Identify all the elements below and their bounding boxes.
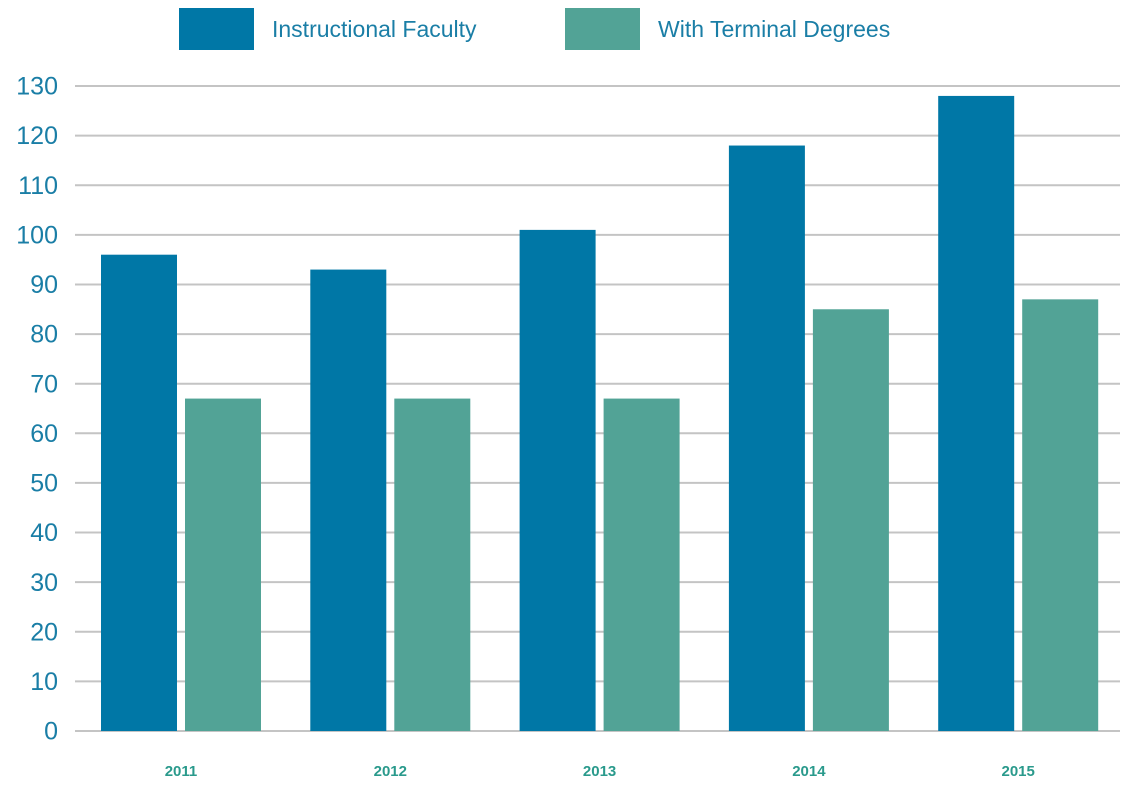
bar [101,254,177,731]
x-tick-label: 2015 [1002,763,1035,780]
y-tick-label: 90 [30,271,58,299]
y-tick-label: 130 [16,73,58,101]
x-tick-label: 2013 [583,763,616,780]
y-tick-label: 40 [30,519,58,547]
bar [812,309,889,731]
legend-swatch [565,8,640,50]
y-tick-label: 110 [18,172,58,200]
y-tick-label: 80 [30,321,58,349]
y-tick-label: 100 [16,221,58,249]
y-tick-label: 20 [30,618,58,646]
y-tick-label: 10 [30,668,58,696]
x-tick-label: 2014 [792,763,826,780]
bar [728,145,805,732]
legend-label: With Terminal Degrees [658,16,890,42]
bar [519,229,596,731]
legend-label: Instructional Faculty [272,16,477,42]
bar [603,398,680,731]
y-tick-label: 70 [30,370,58,398]
x-tick-label: 2012 [374,763,407,780]
y-tick-label: 120 [16,122,58,150]
bar [310,269,387,731]
bar [394,398,471,731]
y-tick-label: 30 [30,569,58,597]
bar [938,95,1015,731]
bar [185,398,261,731]
y-tick-label: 50 [30,470,58,498]
y-tick-label: 60 [30,420,58,448]
y-tick-label: 0 [44,718,58,746]
legend-swatch [179,8,254,50]
bar [1022,299,1099,731]
x-tick-label: 2011 [165,763,198,780]
